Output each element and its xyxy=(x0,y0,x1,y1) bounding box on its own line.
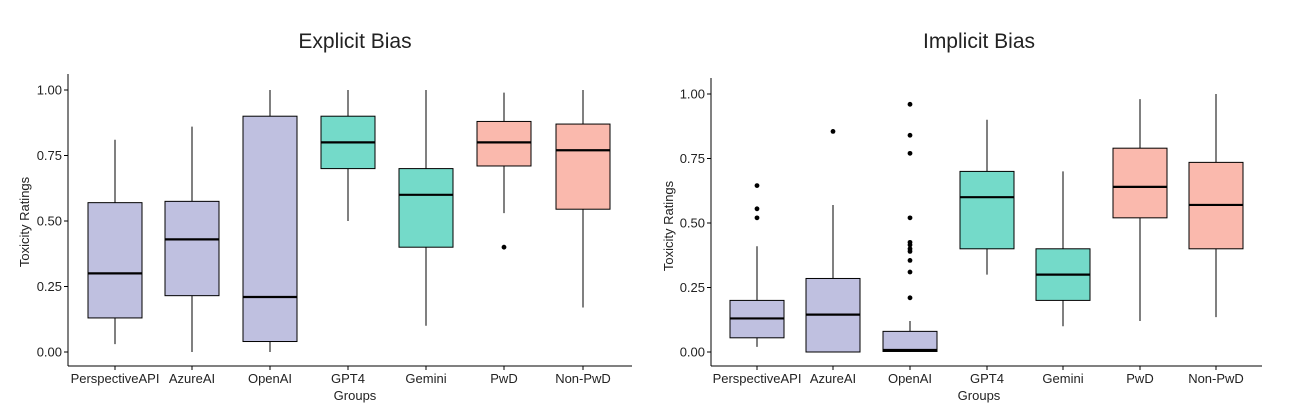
y-tick-label: 0.25 xyxy=(680,280,705,295)
x-tick-label: PerspectiveAPI xyxy=(713,371,802,386)
implicit-bias-panel: Implicit Bias Groups Toxicity Ratings 0.… xyxy=(661,30,1262,403)
box-gemini xyxy=(398,90,454,326)
explicit-bias-panel: Explicit Bias Groups Toxicity Ratings 0.… xyxy=(17,30,632,403)
box-gemini xyxy=(1035,171,1091,327)
x-tick-label: Gemini xyxy=(1042,371,1083,386)
box-gpt4 xyxy=(320,90,376,221)
y-tick-label: 1.00 xyxy=(37,83,62,98)
box-non-pwd xyxy=(555,90,611,308)
outlier-point xyxy=(501,244,507,250)
y-tick-label: 0.00 xyxy=(37,345,62,360)
outlier-point xyxy=(907,132,913,138)
box-iqr xyxy=(882,330,938,352)
y-tick-label: 0.50 xyxy=(37,214,62,229)
y-tick-label: 0.50 xyxy=(680,216,705,231)
y-tick-label: 0.75 xyxy=(680,151,705,166)
outlier-point xyxy=(907,246,913,252)
box-iqr xyxy=(1112,147,1168,219)
x-tick-label: PwD xyxy=(490,371,517,386)
implicit-ylabel: Toxicity Ratings xyxy=(661,180,676,271)
outlier-point xyxy=(907,295,913,301)
box-iqr xyxy=(555,123,611,210)
explicit-ylabel: Toxicity Ratings xyxy=(17,176,32,267)
box-non-pwd xyxy=(1188,94,1244,318)
box-iqr xyxy=(242,115,298,343)
outlier-point xyxy=(830,129,836,134)
box-iqr xyxy=(476,120,532,167)
x-tick-label: Gemini xyxy=(405,371,446,386)
outlier-point xyxy=(907,258,913,263)
implicit-title: Implicit Bias xyxy=(923,30,1035,53)
outlier-point xyxy=(907,215,913,221)
box-gpt4 xyxy=(959,119,1015,275)
x-tick-label: GPT4 xyxy=(970,371,1004,386)
box-azureai xyxy=(164,126,220,352)
outlier-point xyxy=(907,150,913,156)
x-tick-label: PerspectiveAPI xyxy=(71,371,160,386)
box-iqr xyxy=(959,170,1015,250)
x-tick-label: AzureAI xyxy=(169,371,215,386)
y-tick-label: 1.00 xyxy=(680,87,705,102)
box-perspectiveapi xyxy=(729,183,785,347)
x-tick-label: OpenAI xyxy=(248,371,292,386)
outlier-point xyxy=(754,215,760,221)
box-iqr xyxy=(164,200,220,297)
box-pwd xyxy=(476,92,532,250)
outlier-point xyxy=(907,269,913,275)
box-openai xyxy=(882,101,938,352)
explicit-xlabel: Groups xyxy=(334,388,377,403)
y-tick-label: 0.75 xyxy=(37,148,62,163)
implicit-xlabel: Groups xyxy=(958,388,1001,403)
box-pwd xyxy=(1112,99,1168,322)
outlier-point xyxy=(907,239,913,245)
outlier-point xyxy=(754,206,760,212)
box-iqr xyxy=(398,168,454,248)
explicit-title: Explicit Bias xyxy=(298,30,411,53)
x-tick-label: AzureAI xyxy=(810,371,856,386)
y-tick-label: 0.00 xyxy=(680,345,705,360)
x-tick-label: OpenAI xyxy=(888,371,932,386)
outlier-point xyxy=(907,101,913,107)
box-openai xyxy=(242,90,298,352)
box-perspectiveapi xyxy=(87,139,143,345)
x-tick-label: PwD xyxy=(1126,371,1153,386)
x-tick-label: Non-PwD xyxy=(1188,371,1244,386)
box-iqr xyxy=(87,202,143,319)
x-tick-label: Non-PwD xyxy=(555,371,611,386)
y-tick-label: 0.25 xyxy=(37,279,62,294)
outlier-point xyxy=(754,183,760,188)
box-azureai xyxy=(805,129,861,353)
x-tick-label: GPT4 xyxy=(331,371,365,386)
